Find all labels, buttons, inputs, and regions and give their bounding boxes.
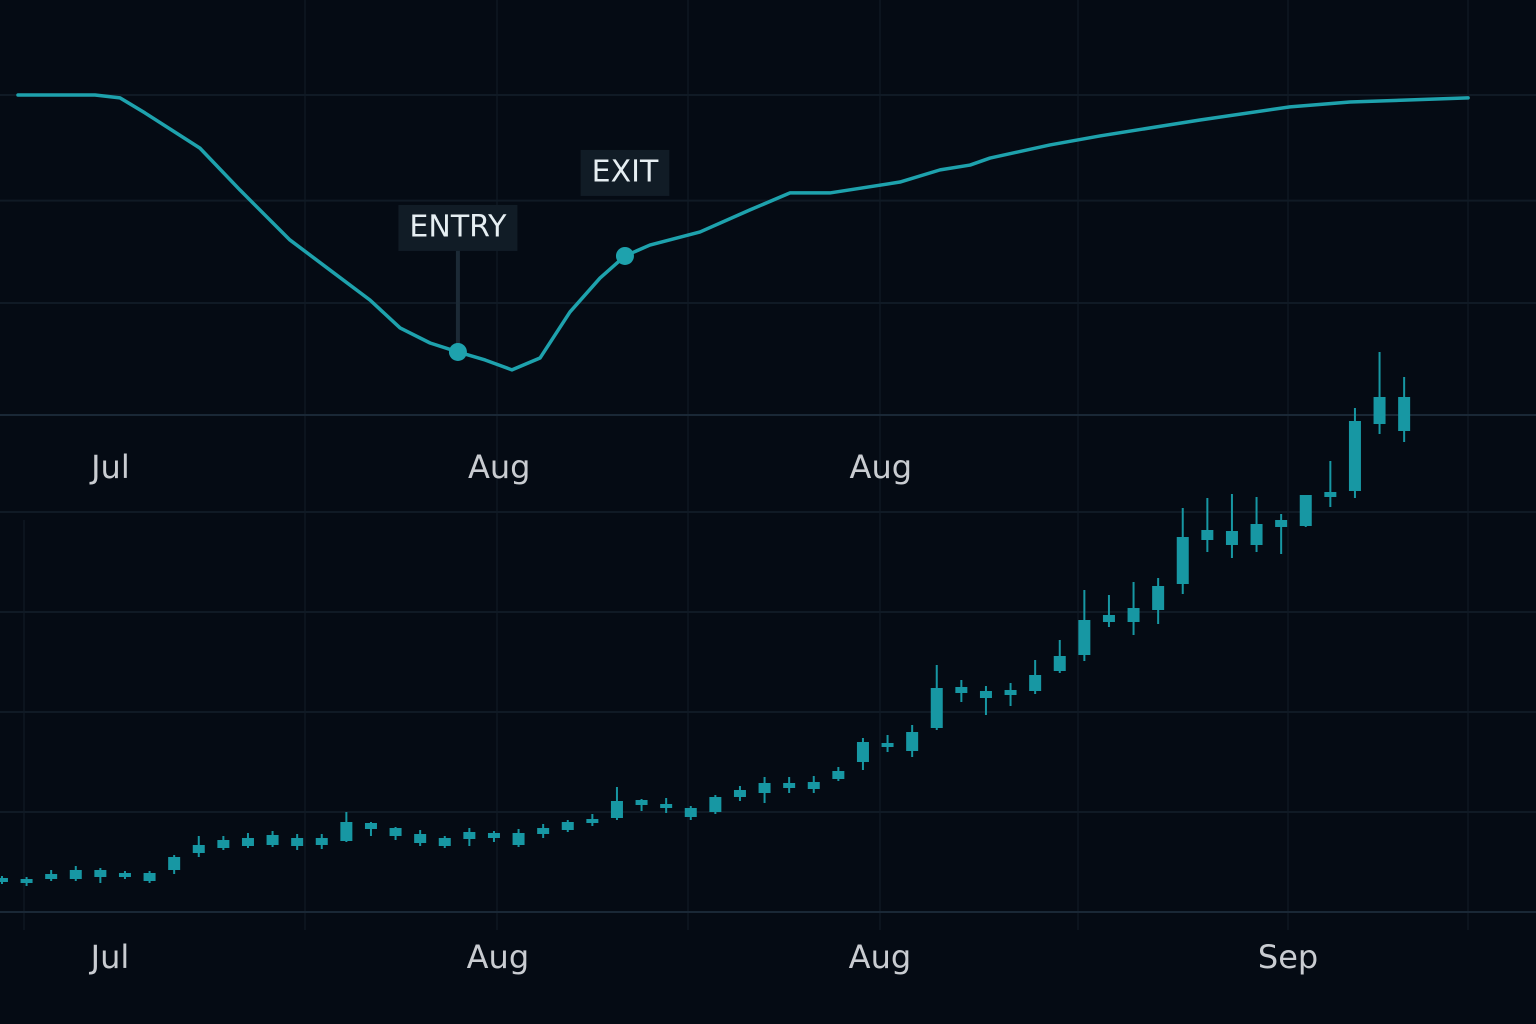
candle-body — [1152, 586, 1165, 610]
candle-body — [364, 823, 377, 829]
candle-body — [561, 822, 574, 830]
candle-body — [930, 688, 943, 728]
x-tick-label: Aug — [468, 448, 530, 486]
x-tick-label: Jul — [89, 938, 130, 976]
annotation-label: ENTRY — [409, 209, 507, 244]
candle-body — [45, 874, 58, 879]
candle-body — [340, 822, 353, 841]
candle-body — [1127, 608, 1140, 622]
x-tick-label: Aug — [467, 938, 529, 976]
candle-body — [1004, 690, 1017, 695]
candle-body — [1078, 620, 1091, 655]
candle-body — [414, 834, 427, 843]
annotation: EXIT — [580, 149, 670, 196]
candle-body — [168, 857, 181, 870]
annotation-box — [580, 149, 670, 196]
candle-body — [1225, 531, 1238, 545]
candle-body — [118, 873, 131, 877]
candle-body — [610, 801, 623, 818]
candle-body — [1373, 397, 1386, 424]
annotation-label: EXIT — [592, 154, 659, 189]
x-tick-label: Aug — [849, 938, 911, 976]
candle-body — [955, 687, 968, 693]
candle-body — [69, 870, 82, 879]
candle-body — [217, 840, 230, 848]
candle-body — [1398, 397, 1411, 431]
candle-body — [291, 838, 304, 846]
candle-body — [906, 732, 919, 751]
candle-body — [1201, 530, 1214, 540]
annotation-point — [615, 246, 634, 265]
candle-body — [537, 828, 550, 834]
x-tick-label: Jul — [89, 448, 130, 486]
candle-body — [1275, 520, 1288, 527]
candle-body — [512, 833, 525, 845]
candle-body — [979, 691, 992, 698]
candle-body — [315, 838, 328, 845]
candle-body — [0, 878, 8, 882]
candle-body — [20, 879, 33, 883]
candle-body — [1053, 656, 1066, 671]
candle-body — [487, 833, 500, 838]
candle-body — [94, 870, 107, 877]
candle-body — [1029, 675, 1042, 691]
candle-body — [586, 819, 599, 823]
candle-body — [1176, 537, 1189, 584]
candle-body — [1250, 524, 1263, 545]
annotation-point — [448, 342, 467, 361]
candle-body — [709, 797, 722, 812]
annotation-box — [398, 204, 518, 251]
candle-body — [832, 771, 845, 779]
candle-body — [1102, 615, 1115, 622]
candle-body — [635, 800, 648, 805]
candle-body — [143, 873, 156, 881]
annotation: ENTRY — [398, 204, 518, 352]
candle-body — [856, 742, 869, 762]
candle-body — [192, 845, 205, 853]
candle-body — [783, 783, 796, 788]
line-series — [16, 93, 1470, 372]
candle-body — [1299, 495, 1312, 526]
candle-body — [1348, 421, 1361, 491]
candle-body — [684, 808, 697, 817]
x-tick-label: Sep — [1258, 938, 1318, 976]
candle-body — [241, 838, 254, 846]
candle-body — [266, 835, 279, 845]
candle-body — [733, 790, 746, 797]
x-tick-label: Aug — [850, 448, 912, 486]
candle-body — [807, 782, 820, 789]
candle-body — [758, 783, 771, 793]
candle-body — [438, 838, 451, 846]
candle-body — [389, 828, 402, 836]
candle-body — [1324, 492, 1337, 497]
candle-body — [881, 743, 894, 747]
candle-body — [463, 832, 476, 839]
vertical-grid — [23, 0, 1469, 930]
candle-body — [660, 804, 673, 808]
